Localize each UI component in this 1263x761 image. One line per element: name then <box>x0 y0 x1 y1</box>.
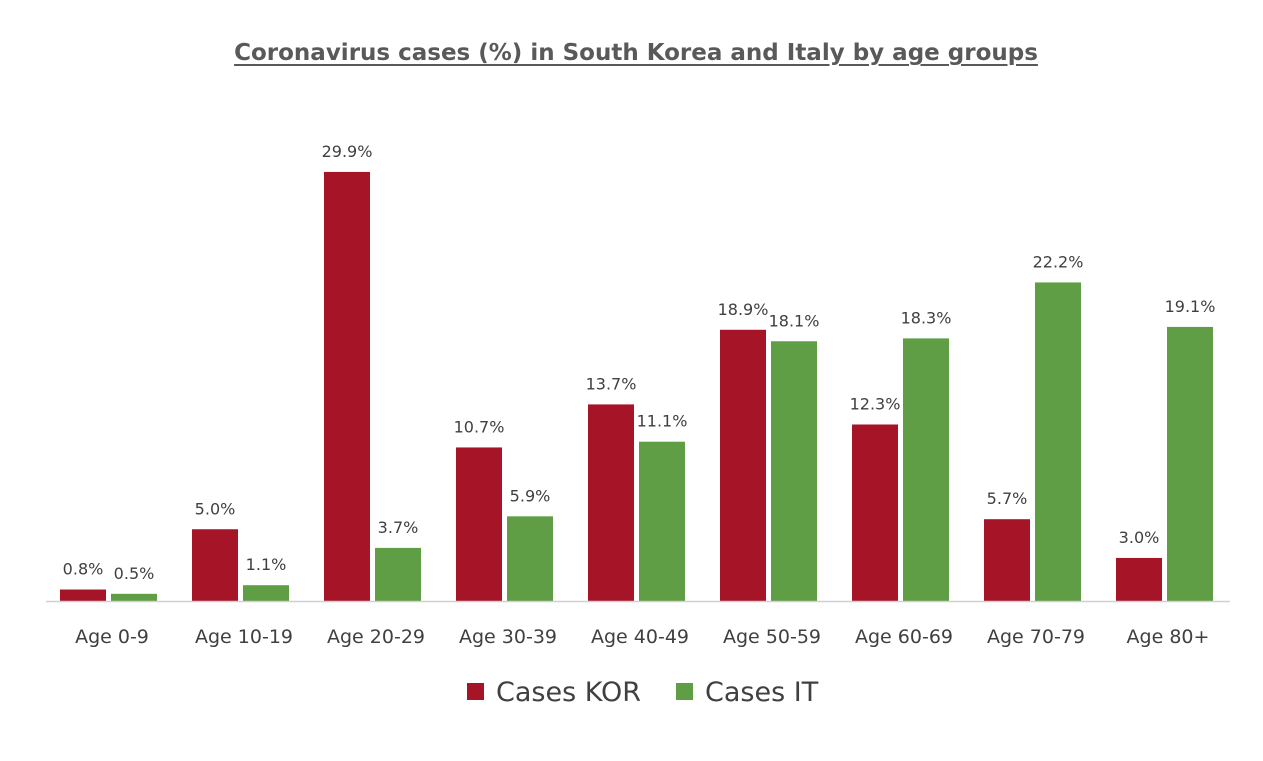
bar-cases-it-7 <box>1035 282 1081 601</box>
data-label-cases-kor-4: 13.7% <box>586 374 637 393</box>
data-label-cases-kor-1: 5.0% <box>195 499 236 518</box>
x-tick-label-3: Age 30-39 <box>459 626 557 648</box>
chart-title: Coronavirus cases (%) in South Korea and… <box>234 40 1038 66</box>
data-label-cases-it-2: 3.7% <box>378 518 419 537</box>
bar-cases-it-8 <box>1167 326 1213 601</box>
data-label-cases-kor-5: 18.9% <box>718 300 769 319</box>
data-label-cases-kor-7: 5.7% <box>987 489 1028 508</box>
x-tick-label-7: Age 70-79 <box>987 626 1085 648</box>
data-label-cases-it-3: 5.9% <box>510 486 551 505</box>
data-label-cases-it-4: 11.1% <box>637 412 688 431</box>
legend-swatch-cases-kor <box>467 683 484 700</box>
bar-cases-kor-4 <box>588 404 634 601</box>
x-tick-label-8: Age 80+ <box>1127 626 1210 648</box>
data-label-cases-it-0: 0.5% <box>114 564 155 583</box>
data-label-cases-kor-8: 3.0% <box>1119 528 1160 547</box>
data-label-cases-kor-0: 0.8% <box>63 560 104 579</box>
legend: Cases KOR Cases IT <box>467 677 819 708</box>
x-tick-label-6: Age 60-69 <box>855 626 953 648</box>
data-label-cases-it-8: 19.1% <box>1165 297 1216 316</box>
x-tick-labels: Age 0-9 Age 10-19 Age 20-29 Age 30-39 Age 40… <box>75 626 1209 648</box>
x-tick-label-1: Age 10-19 <box>195 626 293 648</box>
bar-cases-kor-0 <box>60 589 106 601</box>
data-label-cases-kor-2: 29.9% <box>322 142 373 161</box>
bar-cases-kor-6 <box>852 424 898 601</box>
data-label-cases-it-5: 18.1% <box>769 311 820 330</box>
legend-swatch-cases-it <box>676 683 693 700</box>
data-labels-layer: 0.8% 0.5%5.0%1.1%29.9%3.7%10.7%5.9%13.7%1… <box>63 142 1216 583</box>
bar-cases-kor-1 <box>192 529 238 601</box>
x-tick-label-5: Age 50-59 <box>723 626 821 648</box>
data-label-cases-it-6: 18.3% <box>901 308 952 327</box>
bar-cases-it-2 <box>375 547 421 601</box>
bar-cases-it-4 <box>639 441 685 601</box>
data-label-cases-kor-6: 12.3% <box>850 394 901 413</box>
bars-layer <box>60 171 1213 601</box>
data-label-cases-it-1: 1.1% <box>246 555 287 574</box>
bar-cases-it-3 <box>507 516 553 601</box>
data-label-cases-kor-3: 10.7% <box>454 417 505 436</box>
bar-cases-it-0 <box>111 593 157 601</box>
legend-label-cases-kor: Cases KOR <box>496 677 641 708</box>
x-tick-label-4: Age 40-49 <box>591 626 689 648</box>
x-tick-label-0: Age 0-9 <box>75 626 149 648</box>
x-tick-label-2: Age 20-29 <box>327 626 425 648</box>
bar-cases-kor-8 <box>1116 557 1162 601</box>
bar-cases-it-1 <box>243 585 289 601</box>
data-label-cases-it-7: 22.2% <box>1033 252 1084 271</box>
bar-cases-it-6 <box>903 338 949 601</box>
bar-cases-kor-5 <box>720 329 766 601</box>
bar-cases-kor-3 <box>456 447 502 601</box>
bar-cases-kor-7 <box>984 519 1030 601</box>
bar-cases-it-5 <box>771 341 817 601</box>
legend-label-cases-it: Cases IT <box>705 677 819 708</box>
bar-cases-kor-2 <box>324 171 370 601</box>
